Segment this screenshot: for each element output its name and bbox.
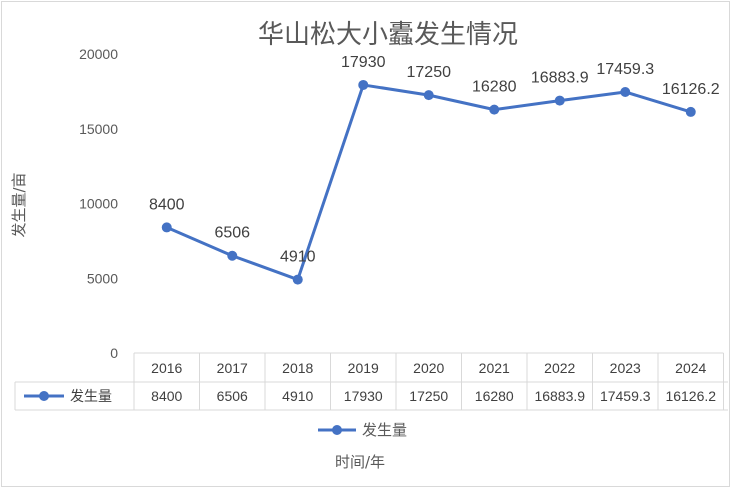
data-label: 17250 (407, 64, 452, 81)
data-label: 17930 (341, 54, 386, 71)
table-value-cell: 16126.2 (665, 388, 716, 404)
y-tick-label: 10000 (79, 196, 118, 212)
table-value-cell: 4910 (282, 388, 313, 404)
x-tick-label: 2023 (610, 360, 641, 376)
data-point (620, 86, 631, 97)
y-tick-label: 15000 (79, 121, 118, 137)
series-line (166, 83, 692, 282)
table-value-cell: 17459.3 (600, 388, 651, 404)
legend-key-marker (332, 425, 342, 435)
x-tick-label: 2016 (151, 360, 182, 376)
table-value-cell: 16883.9 (534, 388, 585, 404)
chart-title: 华山松大小蠹发生情况 (258, 20, 518, 50)
table-series-name: 发生量 (70, 388, 112, 404)
table-value-cell: 16280 (475, 388, 514, 404)
table-value-cell: 17250 (409, 388, 448, 404)
data-point (489, 104, 500, 115)
data-point (292, 274, 303, 285)
x-tick-label: 2021 (479, 360, 510, 376)
table-value-cell: 17930 (344, 388, 383, 404)
table-series-key-marker (39, 391, 49, 401)
data-point (554, 95, 565, 106)
data-point (423, 90, 434, 101)
x-tick-label: 2024 (675, 360, 706, 376)
y-tick-label: 20000 (79, 46, 118, 62)
data-label: 16126.2 (662, 81, 720, 98)
y-axis-label: 发生量/亩 (10, 172, 28, 237)
data-label: 16883.9 (531, 70, 589, 87)
y-tick-label: 0 (110, 345, 118, 361)
data-point (358, 79, 369, 90)
x-tick-label: 2022 (544, 360, 575, 376)
data-label: 17459.3 (596, 61, 654, 78)
table-value-cell: 8400 (151, 388, 182, 404)
x-tick-label: 2020 (413, 360, 444, 376)
data-label: 6506 (214, 225, 250, 242)
data-label: 8400 (149, 196, 185, 213)
data-point (685, 106, 696, 117)
data-label: 4910 (280, 249, 316, 266)
x-tick-label: 2019 (348, 360, 379, 376)
x-tick-label: 2018 (282, 360, 313, 376)
data-point (227, 250, 238, 261)
y-tick-label: 5000 (87, 270, 118, 286)
x-tick-label: 2017 (217, 360, 248, 376)
legend-label: 发生量 (362, 421, 407, 439)
x-axis-label: 时间/年 (335, 453, 385, 471)
data-point (161, 222, 172, 233)
table-value-cell: 6506 (217, 388, 248, 404)
data-label: 16280 (472, 79, 517, 96)
